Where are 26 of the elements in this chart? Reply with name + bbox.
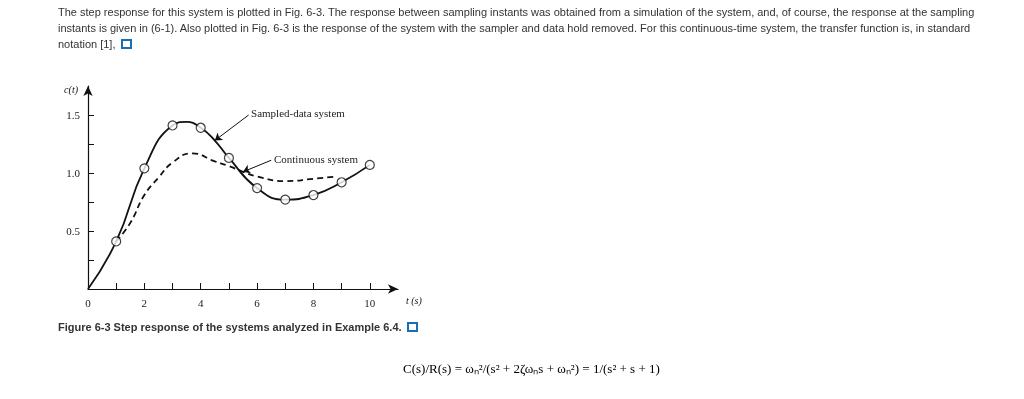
text: C(s)/R(s) = ωₙ²/(s² + 2ζωₙs + ωₙ²) = 1/(s² + s + 1) bbox=[403, 360, 661, 377]
x-tick-label: 4 bbox=[197, 296, 204, 309]
point bbox=[223, 152, 235, 164]
x-tick-label: 0 bbox=[85, 296, 92, 309]
x-tick-label: 8 bbox=[310, 296, 317, 309]
y-tick-label: 0.5 bbox=[66, 225, 81, 237]
x-tick-label: 10 bbox=[364, 296, 376, 309]
x-axis-title: t (s) bbox=[406, 294, 423, 307]
point bbox=[308, 189, 319, 201]
y-axis-title: c(t) bbox=[64, 83, 79, 96]
y-tick-label: 1.5 bbox=[66, 109, 81, 121]
point bbox=[364, 159, 375, 170]
x-tick-label: 6 bbox=[254, 296, 261, 309]
text: The step response for this system is plotted in Fig. 6-3. The response between sampling instants was obtained from a simulation of the system, and, of course, the response at the sampling instants is given in (6-1). Also plotted in Fig. 6-3 is the response of the system with the sampler and data hold removed. For this continuous-time system, the transfer function is, in standard notation [1], bbox=[58, 5, 976, 52]
point bbox=[111, 236, 122, 247]
annotation: Sampled-data system bbox=[251, 107, 346, 120]
point bbox=[252, 182, 263, 194]
y-tick-label: 1.0 bbox=[66, 167, 81, 179]
point bbox=[139, 163, 150, 174]
point bbox=[280, 194, 291, 205]
x-tick-label: 2 bbox=[141, 296, 148, 309]
point bbox=[336, 177, 347, 188]
point bbox=[195, 122, 206, 133]
text: Figure 6-3 Step response of the systems analyzed in Example 6.4. bbox=[58, 321, 403, 333]
annotation: Continuous system bbox=[273, 153, 359, 166]
point bbox=[167, 120, 178, 131]
